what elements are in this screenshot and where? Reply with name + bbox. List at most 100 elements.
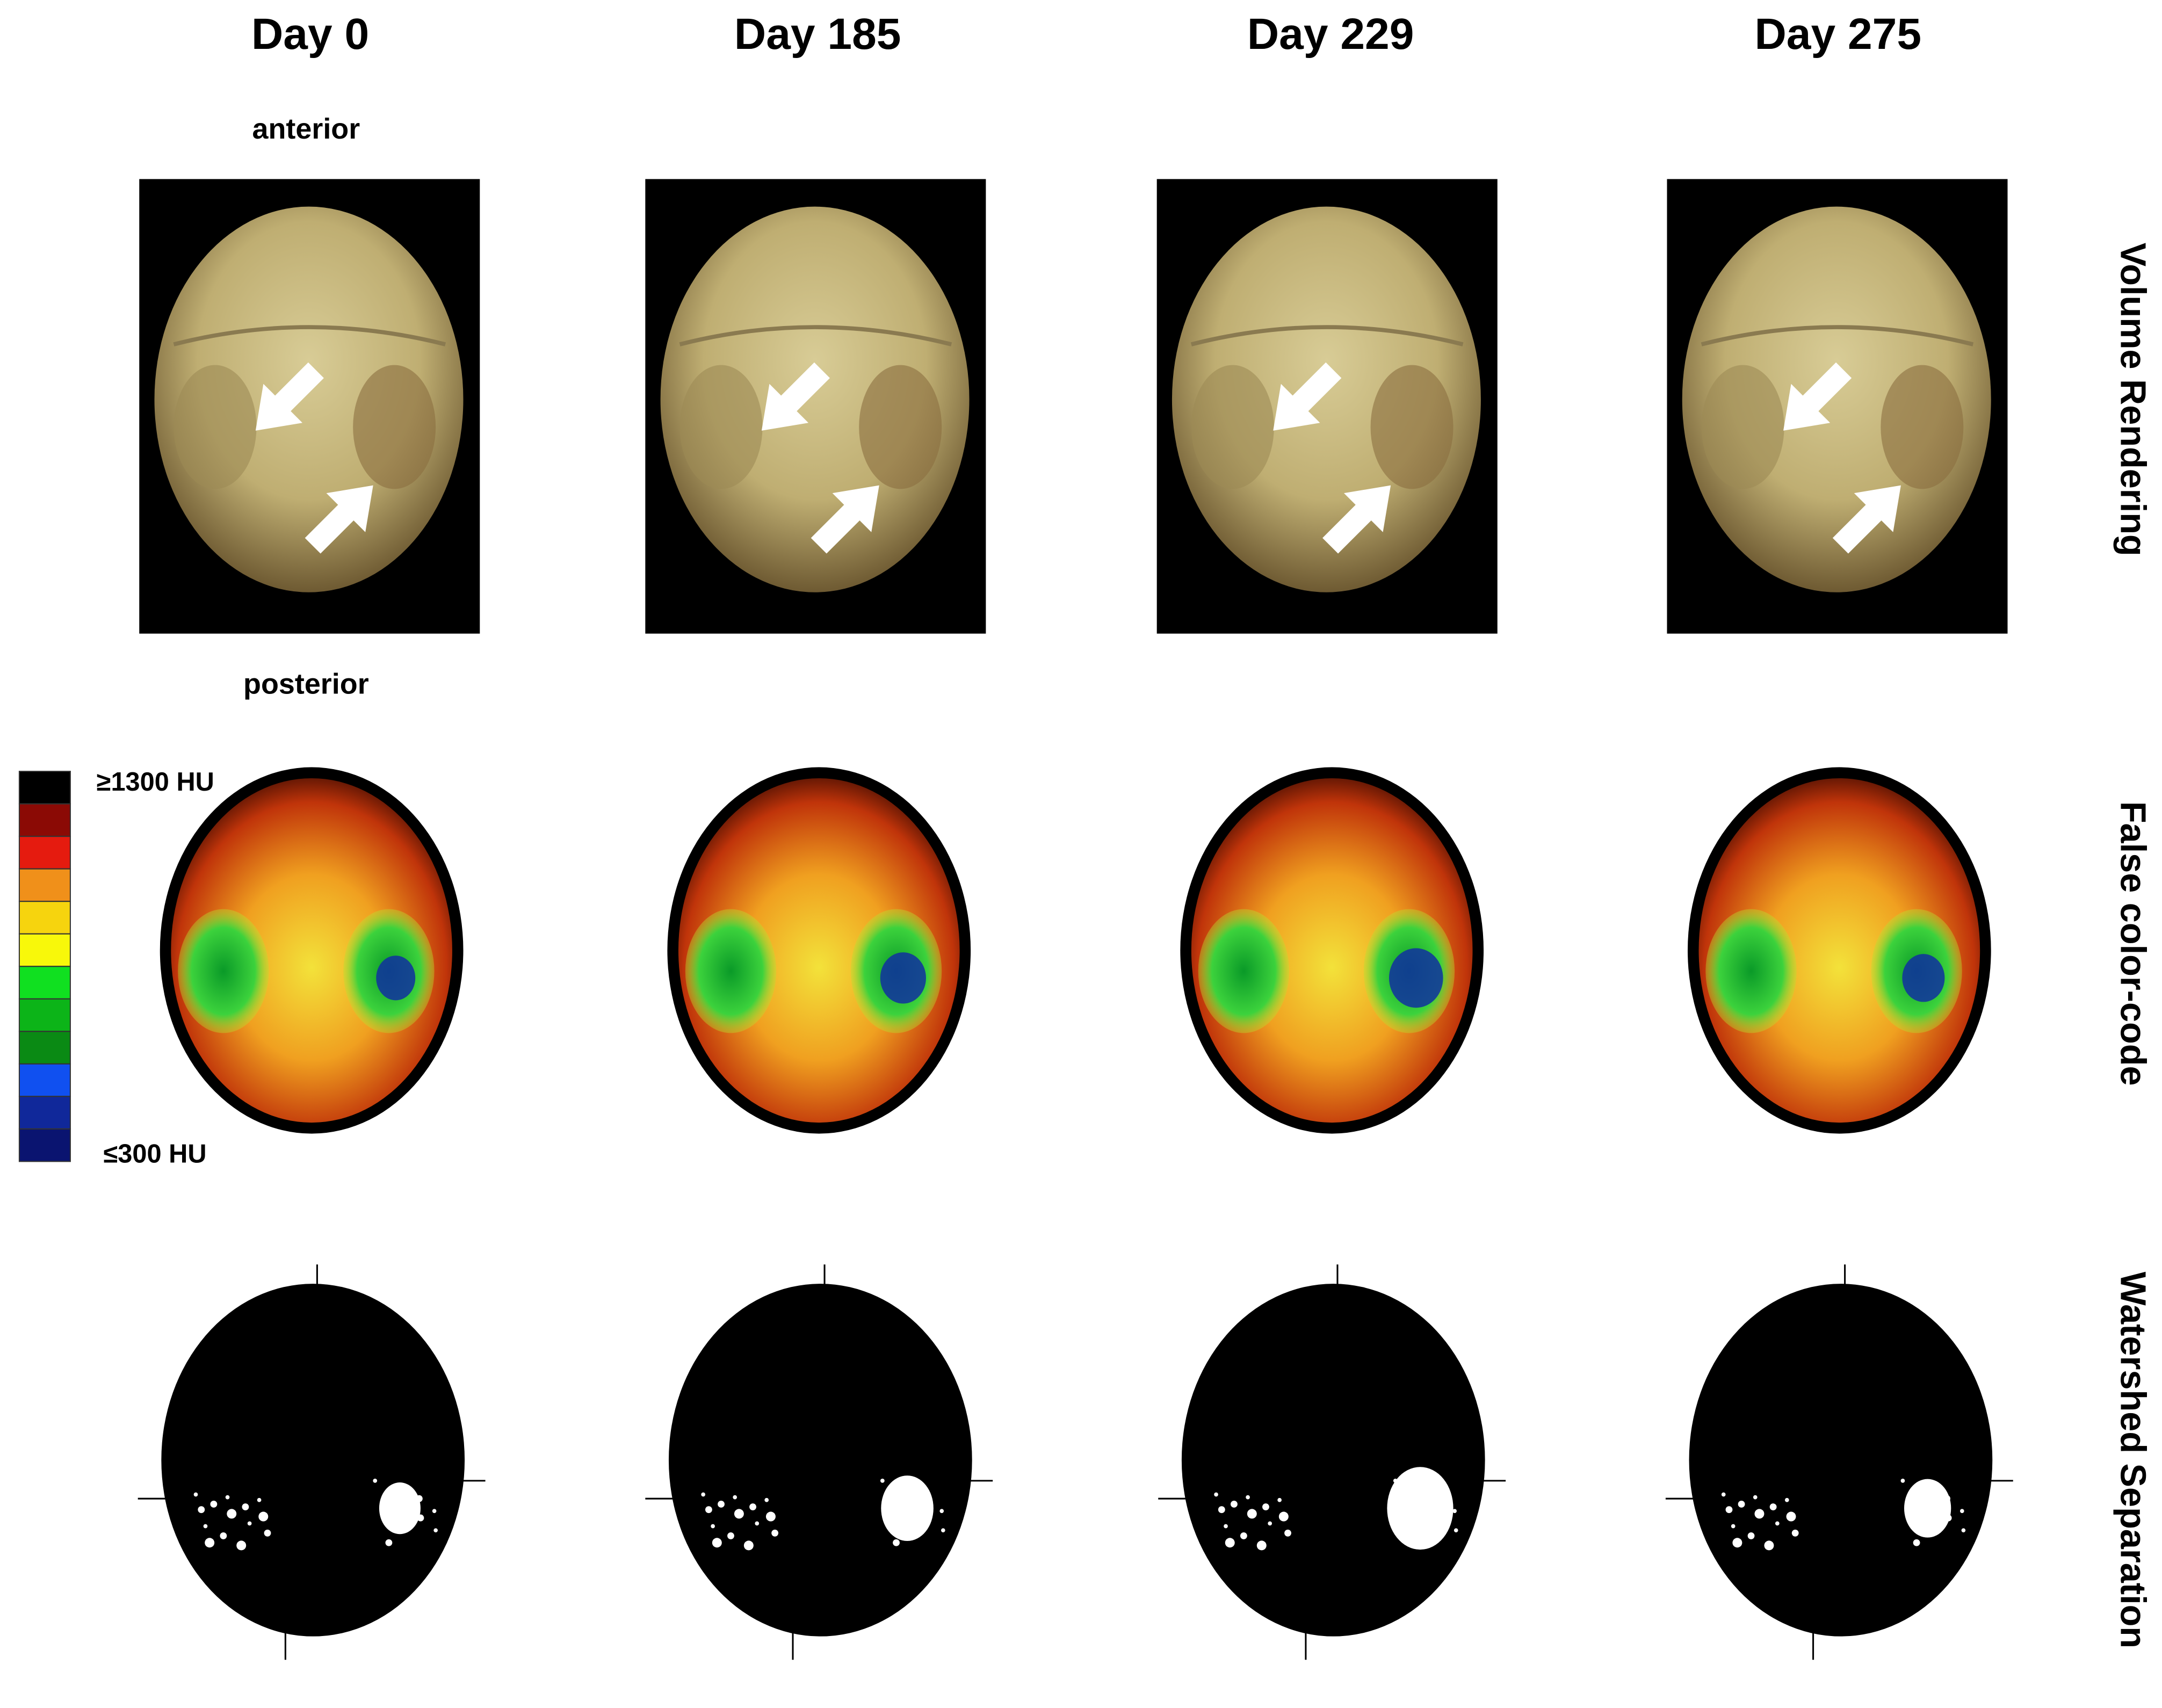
speck — [220, 1532, 227, 1539]
skull-mask — [1689, 1284, 1993, 1637]
low-density — [685, 909, 777, 1033]
speck — [734, 1509, 744, 1519]
orientation-label: posterior — [243, 668, 369, 700]
speck — [939, 1509, 944, 1514]
speck — [225, 1495, 230, 1500]
suture — [1190, 325, 1464, 346]
very-low-density — [1389, 948, 1443, 1008]
speck — [257, 1497, 262, 1502]
speck — [1931, 1503, 1935, 1508]
speck — [1407, 1489, 1414, 1497]
row-label: Volume Rendering — [2113, 243, 2152, 556]
skull-mask — [161, 1284, 465, 1637]
thin-bone — [173, 365, 257, 489]
speck — [1753, 1495, 1758, 1500]
speck — [1225, 1538, 1235, 1548]
very-low-density — [1902, 954, 1945, 1002]
speck — [880, 1479, 885, 1483]
thin-bone — [1881, 365, 1964, 489]
skull-render — [1682, 206, 1991, 592]
speck — [210, 1501, 218, 1508]
speck — [264, 1529, 271, 1537]
skull-render — [1172, 206, 1481, 592]
speck — [1240, 1532, 1247, 1539]
thin-bone — [1191, 365, 1274, 489]
arrow — [761, 362, 830, 431]
speck — [923, 1495, 930, 1502]
lesion — [379, 1482, 421, 1535]
legend-swatch — [18, 868, 71, 902]
speck — [432, 1509, 437, 1514]
speck — [1747, 1532, 1755, 1539]
skull-false-color — [171, 778, 452, 1123]
speck — [712, 1538, 722, 1548]
speck — [1732, 1538, 1742, 1548]
speck — [403, 1503, 408, 1508]
speck — [1436, 1495, 1443, 1502]
arrow — [255, 362, 324, 431]
speck — [1218, 1506, 1225, 1514]
speck — [941, 1528, 945, 1533]
speck — [1437, 1514, 1444, 1522]
speck — [771, 1529, 779, 1537]
arrow — [1273, 362, 1342, 431]
legend-swatch — [18, 1031, 71, 1065]
speck — [385, 1539, 393, 1546]
column-title: Day 275 — [1754, 10, 1921, 59]
speck — [1423, 1503, 1428, 1508]
speck — [417, 1514, 424, 1522]
speck — [1731, 1524, 1736, 1529]
thin-bone — [859, 365, 942, 489]
skull-mask — [1181, 1284, 1485, 1637]
speck — [1246, 1495, 1250, 1500]
speck — [1268, 1521, 1272, 1526]
legend-swatch — [18, 998, 71, 1032]
speck — [1959, 1509, 1964, 1514]
legend-swatch — [18, 901, 71, 935]
speck — [1791, 1529, 1799, 1537]
suture — [173, 325, 446, 346]
speck — [711, 1524, 715, 1529]
speck — [894, 1489, 901, 1497]
lesion — [881, 1475, 934, 1541]
speck — [415, 1495, 423, 1502]
row-label: Watershed Separation — [2113, 1272, 2152, 1648]
speck — [1913, 1539, 1920, 1546]
speck — [733, 1495, 737, 1500]
speck — [1769, 1503, 1777, 1510]
lesion — [1387, 1467, 1454, 1550]
speck — [1929, 1484, 1934, 1488]
speck — [1404, 1519, 1412, 1527]
suture — [679, 325, 952, 346]
speck — [1775, 1521, 1780, 1526]
speck — [1786, 1511, 1796, 1522]
speck — [247, 1521, 252, 1526]
speck — [1912, 1519, 1919, 1527]
arrow — [811, 485, 879, 554]
speck — [1721, 1492, 1726, 1497]
arrow — [1832, 485, 1901, 554]
speck — [203, 1524, 208, 1529]
legend-label: ≥1300 HU — [97, 768, 214, 797]
speck — [1284, 1529, 1291, 1537]
speck — [433, 1528, 438, 1533]
low-density — [1198, 909, 1290, 1033]
thin-bone — [1370, 365, 1454, 489]
speck — [1224, 1524, 1228, 1529]
speck — [1725, 1506, 1733, 1514]
speck — [701, 1492, 706, 1497]
legend-swatch — [18, 803, 71, 837]
skull-false-color — [1191, 778, 1473, 1123]
speck — [1256, 1540, 1267, 1551]
speck — [1277, 1497, 1282, 1502]
speck — [755, 1521, 760, 1526]
speck — [1454, 1528, 1458, 1533]
thin-bone — [679, 365, 763, 489]
legend-label: ≤300 HU — [104, 1140, 207, 1169]
legend-swatch — [18, 1128, 71, 1162]
column-title: Day 185 — [734, 10, 901, 59]
speck — [227, 1509, 237, 1519]
speck — [1231, 1501, 1238, 1508]
speck — [1278, 1511, 1289, 1522]
